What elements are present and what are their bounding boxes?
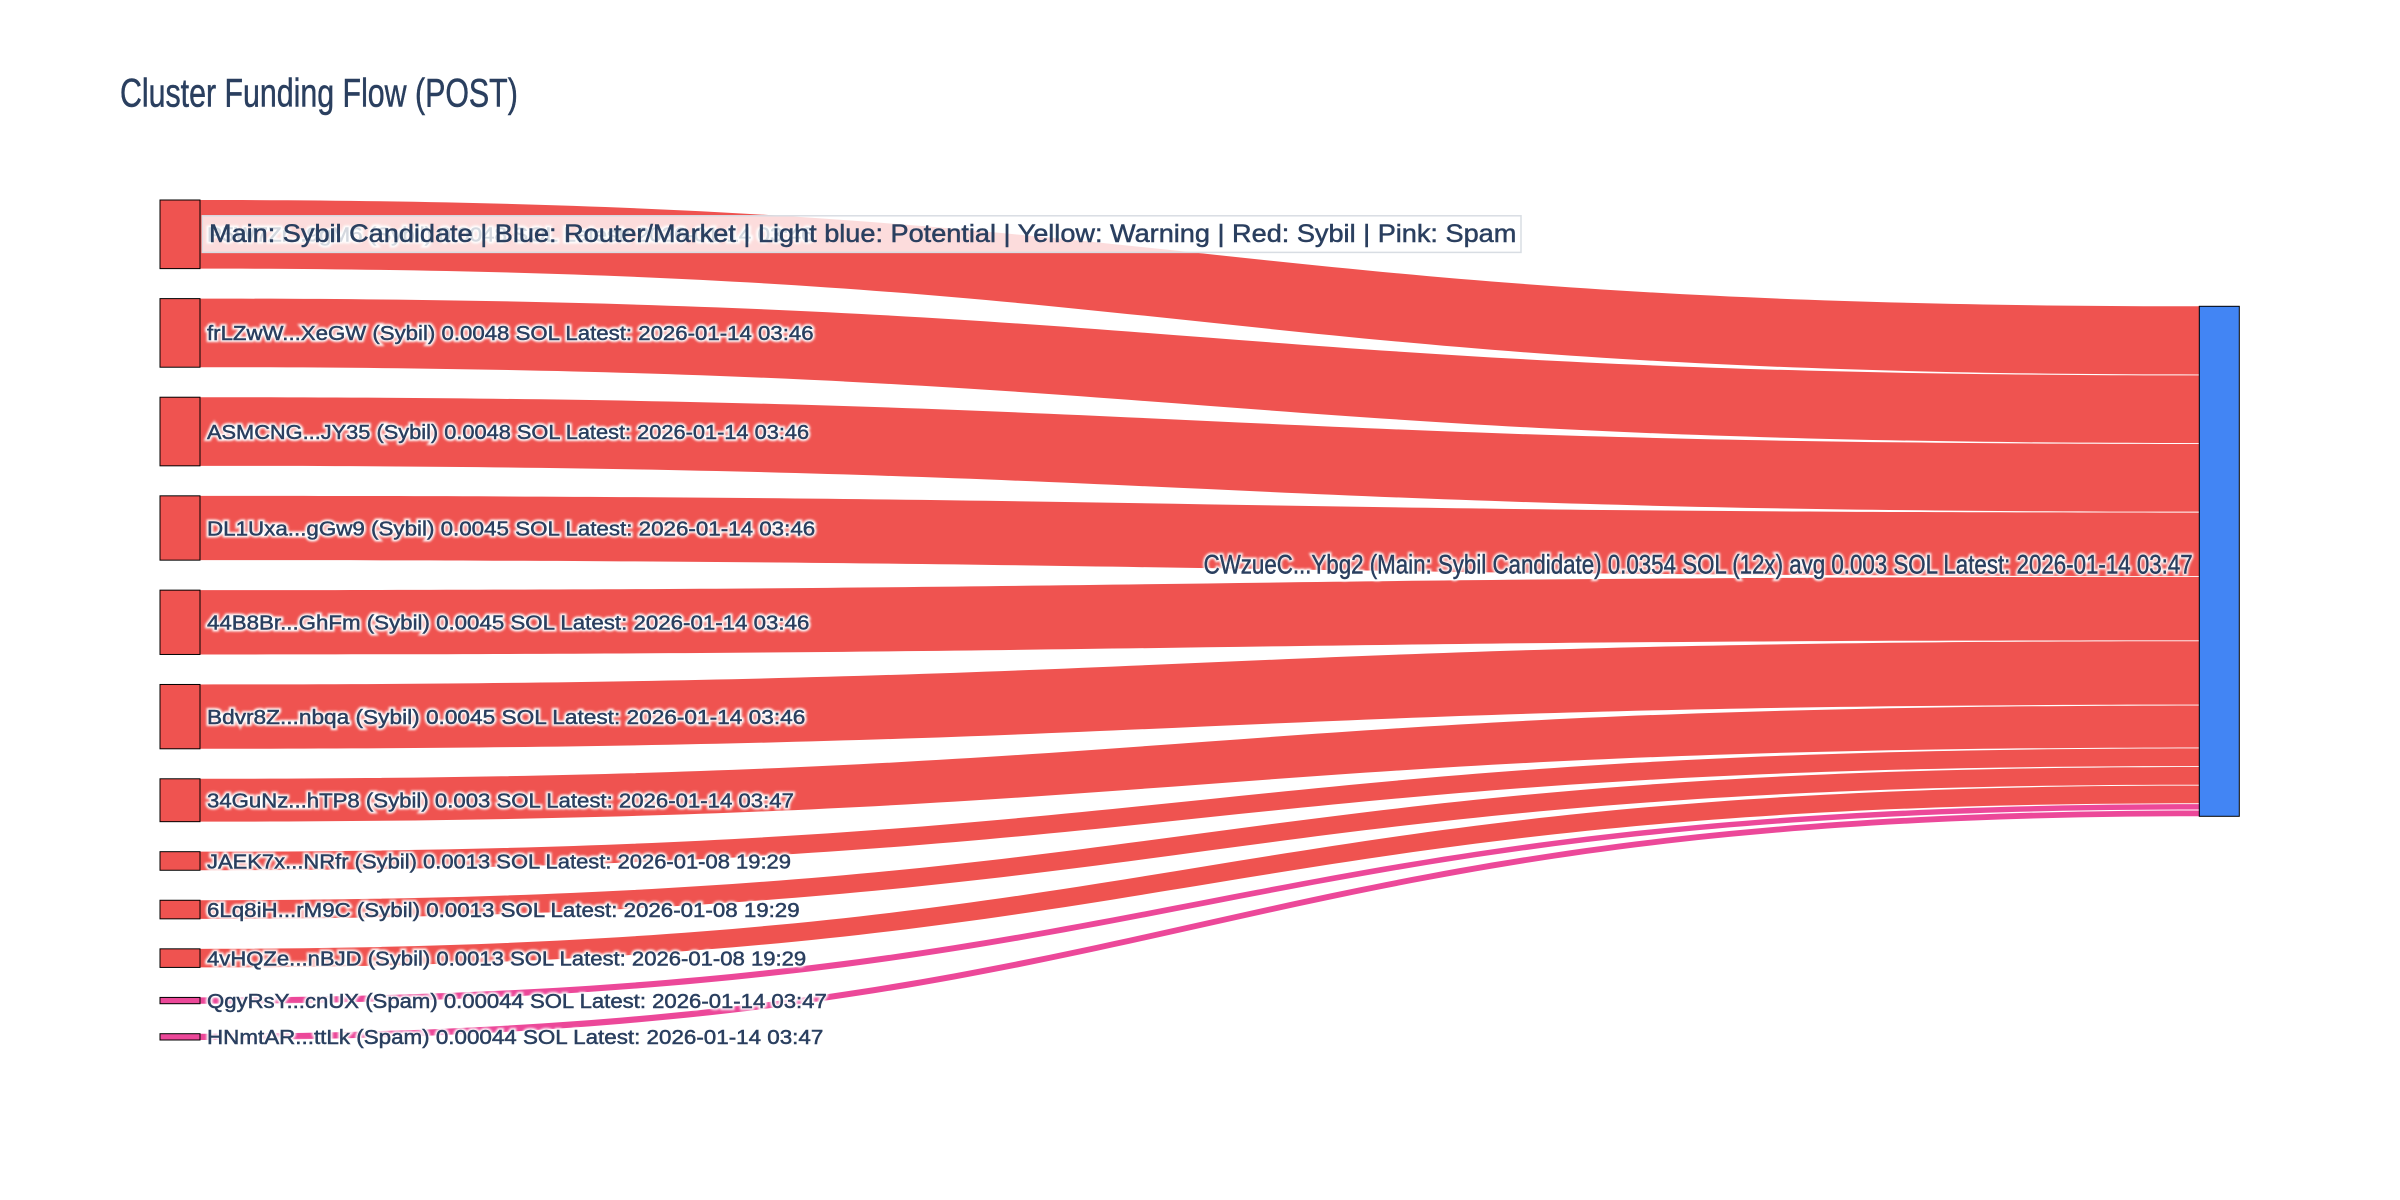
svg-text:4vHQZe...nBJD (Sybil) 0.0013 S: 4vHQZe...nBJD (Sybil) 0.0013 SOL Latest:… — [207, 948, 806, 970]
svg-text:CWzueC...Ybg2 (Main: Sybil Can: CWzueC...Ybg2 (Main: Sybil Candidate) 0.… — [1204, 549, 2193, 579]
svg-text:6Lq8iH...rM9C (Sybil) 0.0013 S: 6Lq8iH...rM9C (Sybil) 0.0013 SOL Latest:… — [207, 900, 800, 922]
svg-text:HNmtAR...ttLk (Spam) 0.00044 S: HNmtAR...ttLk (Spam) 0.00044 SOL Latest:… — [207, 1027, 823, 1049]
svg-text:Bdvr8Z...nbqa (Sybil) 0.0045 S: Bdvr8Z...nbqa (Sybil) 0.0045 SOL Latest:… — [207, 707, 805, 729]
svg-text:44B8Br...GhFm (Sybil) 0.0045 S: 44B8Br...GhFm (Sybil) 0.0045 SOL Latest:… — [207, 613, 809, 635]
svg-text:QgyRsY...cnUX (Spam) 0.00044 S: QgyRsY...cnUX (Spam) 0.00044 SOL Latest:… — [207, 991, 827, 1013]
svg-text:QgyRsY...cnUX (Spam) 0.00044 S: QgyRsY...cnUX (Spam) 0.00044 SOL Latest:… — [207, 991, 827, 1013]
svg-text:CWzueC...Ybg2 (Main: Sybil Can: CWzueC...Ybg2 (Main: Sybil Candidate) 0.… — [1204, 549, 2193, 579]
svg-text:6Lq8iH...rM9C (Sybil) 0.0013 S: 6Lq8iH...rM9C (Sybil) 0.0013 SOL Latest:… — [207, 900, 800, 922]
svg-text:Bdvr8Z...nbqa (Sybil) 0.0045 S: Bdvr8Z...nbqa (Sybil) 0.0045 SOL Latest:… — [207, 707, 805, 729]
svg-text:DL1Uxa...gGw9 (Sybil) 0.0045 S: DL1Uxa...gGw9 (Sybil) 0.0045 SOL Latest:… — [207, 518, 815, 540]
svg-text:Cluster Funding Flow (POST): Cluster Funding Flow (POST) — [120, 71, 518, 115]
svg-text:44B8Br...GhFm (Sybil) 0.0045 S: 44B8Br...GhFm (Sybil) 0.0045 SOL Latest:… — [207, 613, 809, 635]
svg-text:HNmtAR...ttLk (Spam) 0.00044 S: HNmtAR...ttLk (Spam) 0.00044 SOL Latest:… — [207, 1027, 823, 1049]
svg-text:JAEK7x...NRfr (Sybil) 0.0013 S: JAEK7x...NRfr (Sybil) 0.0013 SOL Latest:… — [207, 851, 791, 873]
svg-text:4vHQZe...nBJD (Sybil) 0.0013 S: 4vHQZe...nBJD (Sybil) 0.0013 SOL Latest:… — [207, 948, 806, 970]
svg-text:Main: Sybil Candidate | Blue: Main: Sybil Candidate | Blue: Router/Mar… — [209, 220, 1516, 248]
svg-text:34GuNz...hTP8 (Sybil) 0.003 SO: 34GuNz...hTP8 (Sybil) 0.003 SOL Latest: … — [207, 791, 794, 813]
svg-text:34GuNz...hTP8 (Sybil) 0.003 SO: 34GuNz...hTP8 (Sybil) 0.003 SOL Latest: … — [207, 791, 794, 813]
svg-text:frLZwW...XeGW (Sybil) 0.0048 S: frLZwW...XeGW (Sybil) 0.0048 SOL Latest:… — [207, 323, 814, 345]
svg-text:JAEK7x...NRfr (Sybil) 0.0013 S: JAEK7x...NRfr (Sybil) 0.0013 SOL Latest:… — [207, 851, 791, 873]
svg-text:frLZwW...XeGW (Sybil) 0.0048 S: frLZwW...XeGW (Sybil) 0.0048 SOL Latest:… — [207, 323, 814, 345]
svg-text:ASMCNG...JY35 (Sybil) 0.0048 S: ASMCNG...JY35 (Sybil) 0.0048 SOL Latest:… — [207, 422, 809, 444]
svg-text:ASMCNG...JY35 (Sybil) 0.0048 S: ASMCNG...JY35 (Sybil) 0.0048 SOL Latest:… — [207, 422, 809, 444]
svg-text:DL1Uxa...gGw9 (Sybil) 0.0045 S: DL1Uxa...gGw9 (Sybil) 0.0045 SOL Latest:… — [207, 518, 815, 540]
